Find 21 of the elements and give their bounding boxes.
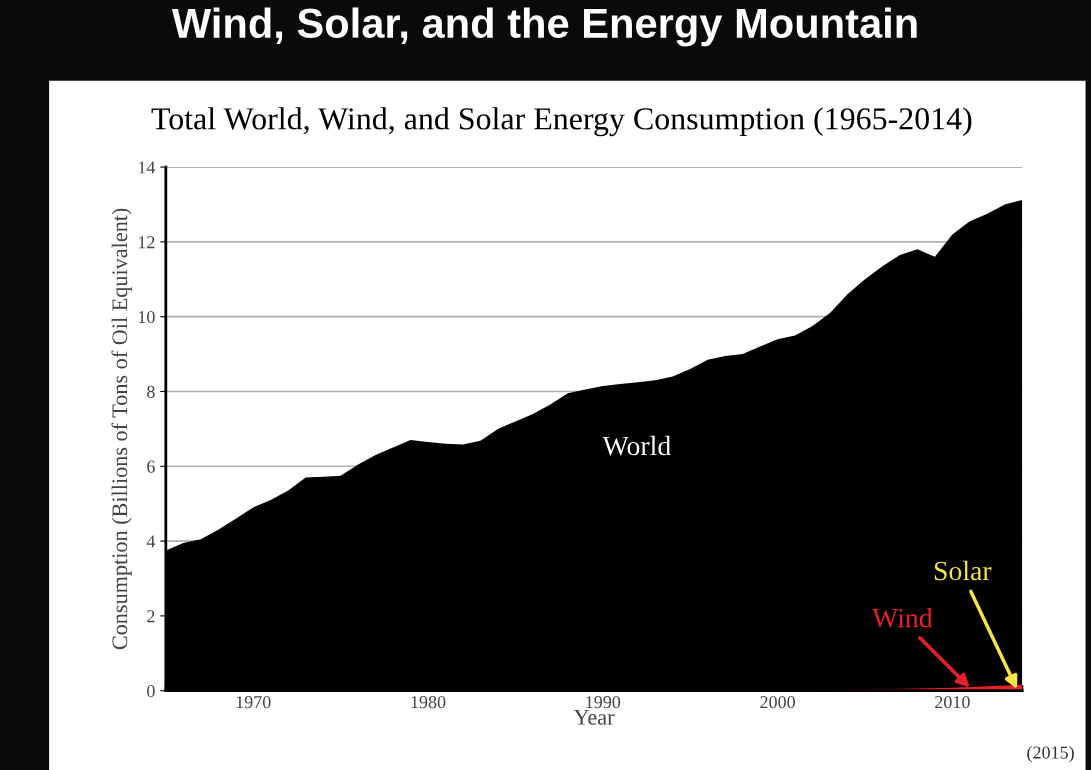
- text: Solar: [934, 560, 992, 581]
- y-tick-label: 14: [138, 161, 156, 174]
- x-tick-label: 2010: [935, 696, 970, 709]
- x-tick-label: 1970: [236, 696, 271, 709]
- series-label: World: [602, 435, 671, 456]
- y-axis-title: Consumption (Billions of Tons of Oil Equivalent): [111, 208, 132, 650]
- x-tick-label: 1990: [586, 696, 621, 709]
- chart-title: Wind, Solar, and the Energy Mountain: [171, 7, 917, 47]
- y-tick-label: 10: [138, 310, 155, 324]
- y-tick-label: 4: [146, 535, 156, 548]
- y-tick-label: 0: [147, 684, 155, 698]
- chart-subtitle: Total World, Wind, and Solar Energy Consumption (1965-2014): [151, 107, 972, 137]
- text: Wind: [872, 607, 933, 628]
- y-tick-label: 8: [147, 385, 155, 398]
- x-tick-label: 1980: [411, 696, 446, 709]
- y-tick-label: 12: [138, 236, 155, 249]
- text: (2015): [1027, 745, 1074, 763]
- x-axis-title: Year: [573, 710, 615, 725]
- x-tick-label: 2000: [760, 696, 795, 709]
- y-tick-label: 6: [147, 460, 155, 473]
- y-tick-label: 2: [147, 610, 155, 623]
